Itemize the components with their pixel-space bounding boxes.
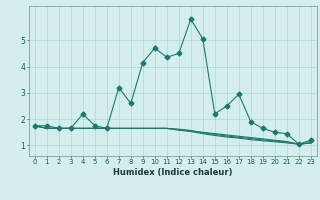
X-axis label: Humidex (Indice chaleur): Humidex (Indice chaleur): [113, 168, 233, 177]
